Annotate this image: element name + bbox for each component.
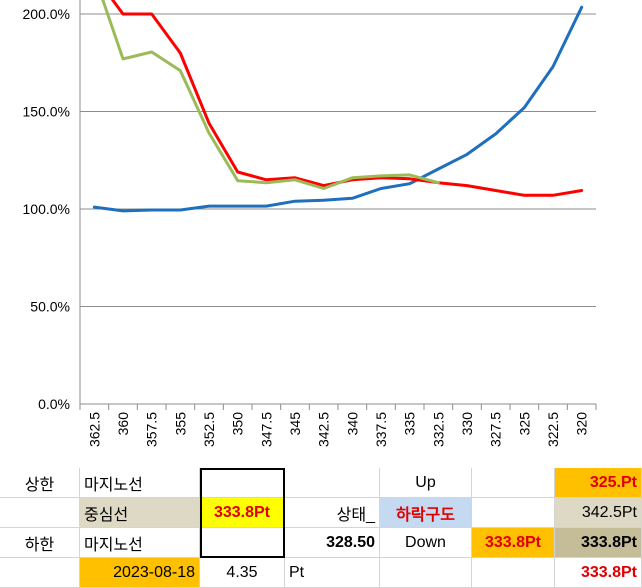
x-tick-label: 332.5 [430,412,446,447]
cell-d3[interactable] [200,528,285,558]
lower-margin-label[interactable]: 마지노선 [80,528,200,558]
date-value[interactable]: 2023-08-18 [80,558,200,588]
x-tick-label: 320 [574,412,590,436]
centerline-value[interactable]: 333.8Pt [200,498,285,528]
y-tick-label: 200.0% [23,6,70,22]
down-value[interactable]: 333.8Pt [472,528,555,558]
down-label[interactable]: Down [380,528,472,558]
x-tick-label: 325 [516,412,532,436]
series-line-1 [92,5,584,213]
upper-label[interactable]: 상한 [0,468,80,498]
x-tick-label: 340 [344,412,360,436]
bottom-value[interactable]: 333.8Pt [555,558,642,588]
x-tick-label: 345 [287,412,303,436]
y-tick-label: 150.0% [23,104,70,120]
lower-value[interactable]: 333.8Pt [555,528,642,558]
axes [79,0,597,410]
lower-label[interactable]: 하한 [0,528,80,558]
x-tick-label: 330 [459,412,475,436]
point-value[interactable]: 4.35 [200,558,285,588]
status-value[interactable]: 하락구도 [380,498,472,528]
current-value[interactable]: 328.50 [285,528,380,558]
y-tick-label: 0.0% [38,396,70,412]
series-line-3 [101,0,440,190]
cell-h1[interactable] [472,468,555,498]
x-tick-label: 342.5 [316,412,332,447]
cell-d1[interactable] [200,468,285,498]
x-tick-label: 352.5 [201,412,217,447]
cell-a2[interactable] [0,498,80,528]
cell-a4[interactable] [0,558,80,588]
gridlines [80,13,596,307]
x-tick-label: 355 [172,412,188,436]
line-chart: 200.0% 150.0% 100.0% 50.0% 0.0% 362.5 360 357.5… [23,0,597,447]
up-value[interactable]: 325.Pt [555,468,642,498]
cell-h4[interactable] [472,558,555,588]
y-tick-label: 100.0% [23,201,70,217]
y-tick-label: 50.0% [30,299,70,315]
centerline-label[interactable]: 중심선 [80,498,200,528]
upper-value[interactable]: 342.5Pt [555,498,642,528]
upper-margin-label[interactable]: 마지노선 [80,468,200,498]
x-tick-label: 335 [402,412,418,436]
status-label[interactable]: 상태_ [285,498,380,528]
up-label[interactable]: Up [380,468,472,498]
cell-f1[interactable] [285,468,380,498]
chart-svg: 200.0% 150.0% 100.0% 50.0% 0.0% 362.5 360 357.5… [23,0,597,447]
point-unit[interactable]: Pt [285,558,380,588]
x-tick-label: 337.5 [373,412,389,447]
x-tick-label: 357.5 [144,412,160,447]
spreadsheet-table: 상한 마지노선 Up 325.Pt 중심선 333.8Pt 상태_ 하락구도 3… [0,468,642,588]
series-line-2 [110,0,584,197]
x-tick-label: 360 [115,412,131,436]
x-tick-label: 347.5 [258,412,274,447]
cell-h2[interactable] [472,498,555,528]
x-tick-label: 350 [230,412,246,436]
x-tick-label: 362.5 [86,412,102,447]
x-tick-label: 327.5 [488,412,504,447]
tick-labels: 200.0% 150.0% 100.0% 50.0% 0.0% 362.5 360 357.5… [23,6,590,447]
x-tick-label: 322.5 [545,412,561,447]
cell-g4[interactable] [380,558,472,588]
series-lines [92,0,584,213]
